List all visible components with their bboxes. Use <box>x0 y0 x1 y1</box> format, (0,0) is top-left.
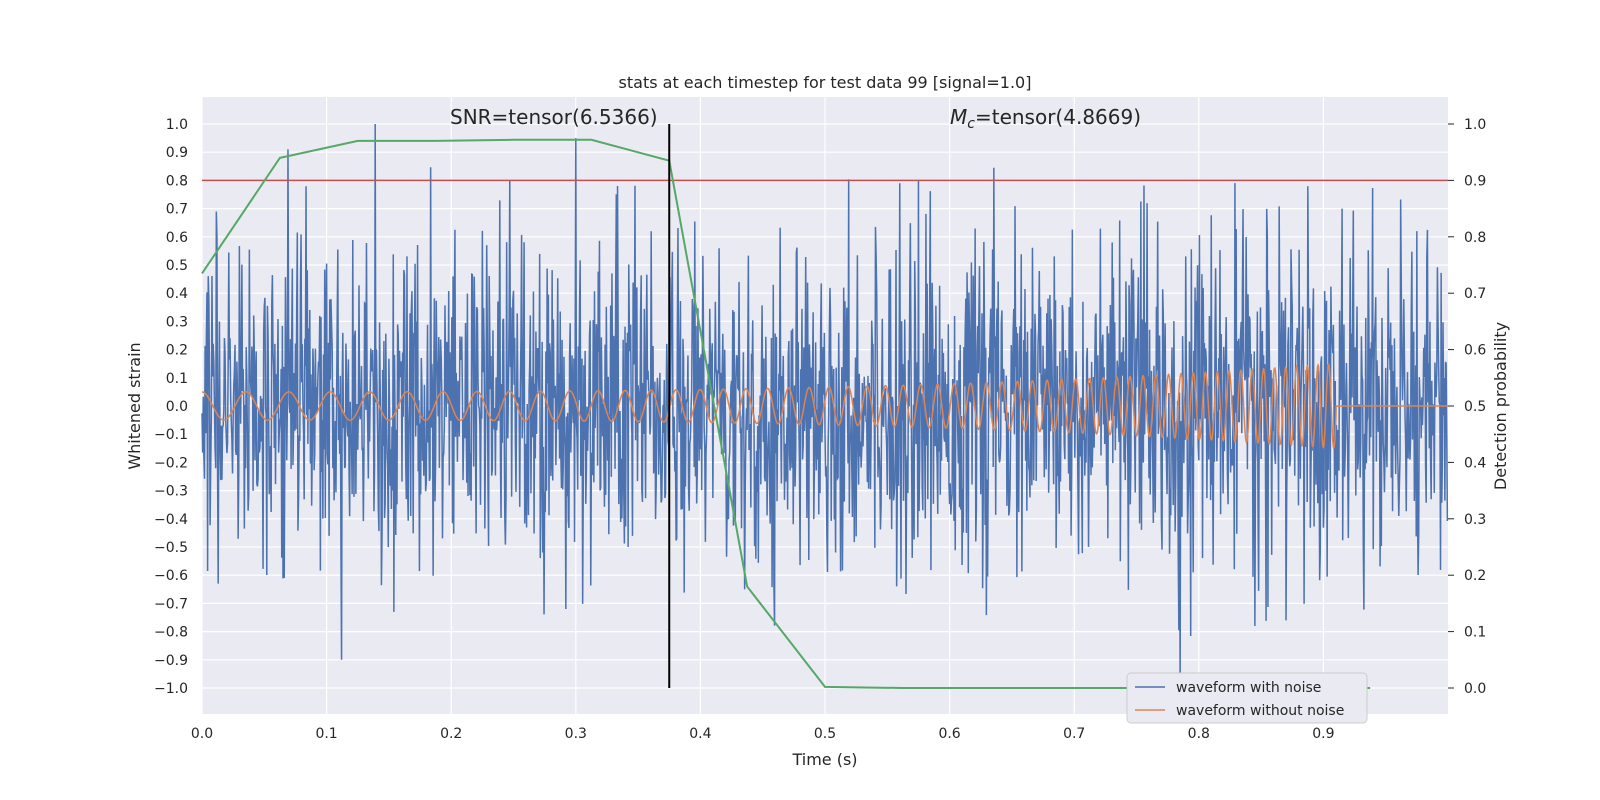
y2-tick-label: 0.0 <box>1464 681 1486 697</box>
y2-tick-label: 0.8 <box>1464 230 1486 246</box>
y-tick-label: −0.3 <box>154 484 188 500</box>
y-tick-label: 0.2 <box>166 343 188 359</box>
x-tick-label: 0.2 <box>440 726 462 742</box>
x-axis-label: Time (s) <box>791 750 857 769</box>
y2-tick-label: 0.7 <box>1464 286 1486 302</box>
y2-tick-label: 0.1 <box>1464 625 1486 641</box>
snr-annotation: SNR=tensor(6.5366) <box>450 105 658 129</box>
y-tick-label: 0.9 <box>166 145 188 161</box>
y-tick-label: 0.8 <box>166 173 188 189</box>
y-tick-label: −0.8 <box>154 625 188 641</box>
y-tick-label: 1.0 <box>166 117 188 133</box>
y2-axis-label: Detection probability <box>1491 322 1510 490</box>
mc-rest: =tensor(4.8669) <box>975 105 1141 129</box>
x-tick-label: 0.9 <box>1312 726 1334 742</box>
y-tick-label: 0.3 <box>166 314 188 330</box>
y-tick-label: 0.0 <box>166 399 188 415</box>
x-tick-label: 0.8 <box>1188 726 1210 742</box>
y-tick-label: −1.0 <box>154 681 188 697</box>
x-tick-label: 0.0 <box>191 726 213 742</box>
chart-title: stats at each timestep for test data 99 … <box>619 73 1032 92</box>
legend-label-clean: waveform without noise <box>1176 703 1344 719</box>
y-tick-label: 0.1 <box>166 371 188 387</box>
y-tick-label: −0.1 <box>154 427 188 443</box>
y2-tick-label: 0.3 <box>1464 512 1486 528</box>
y2-tick-label: 0.4 <box>1464 455 1486 471</box>
legend-box <box>1126 672 1368 724</box>
y-tick-label: 0.7 <box>166 202 188 218</box>
y-tick-label: 0.5 <box>166 258 188 274</box>
y-tick-label: −0.6 <box>154 568 188 584</box>
legend: waveform with noise waveform without noi… <box>1126 672 1368 724</box>
y-tick-label: −0.5 <box>154 540 188 556</box>
y-tick-label: −0.4 <box>154 512 188 528</box>
y2-tick-label: 1.0 <box>1464 117 1486 133</box>
mc-symbol: M <box>950 105 967 129</box>
legend-label-noise: waveform with noise <box>1176 680 1321 696</box>
mc-annotation: Mc=tensor(4.8669) <box>950 105 1141 132</box>
series-waveform-without-noise <box>201 363 1448 450</box>
y-tick-label: −0.9 <box>154 653 188 669</box>
y-tick-label: −0.2 <box>154 455 188 471</box>
x-tick-label: 0.3 <box>565 726 587 742</box>
y-tick-label: −0.7 <box>154 596 188 612</box>
y-tick-label: 0.4 <box>166 286 188 302</box>
y2-tick-label: 0.2 <box>1464 568 1486 584</box>
x-tick-label: 0.5 <box>814 726 836 742</box>
axes: 0.0 0.1 0.2 0.3 0.4 0.5 0.6 0.7 0.8 0.9 1.0 0.9 0.8 0… <box>154 117 1486 742</box>
y2-tick-label: 0.9 <box>1464 173 1486 189</box>
mc-subscript: c <box>967 116 975 132</box>
x-tick-label: 0.1 <box>315 726 337 742</box>
x-tick-label: 0.6 <box>938 726 960 742</box>
y2-tick-label: 0.5 <box>1464 399 1486 415</box>
y2-tick-label: 0.6 <box>1464 343 1486 359</box>
x-tick-label: 0.4 <box>689 726 711 742</box>
y-axis-label: Whitened strain <box>125 342 144 469</box>
y-tick-label: 0.6 <box>166 230 188 246</box>
x-tick-label: 0.7 <box>1063 726 1085 742</box>
